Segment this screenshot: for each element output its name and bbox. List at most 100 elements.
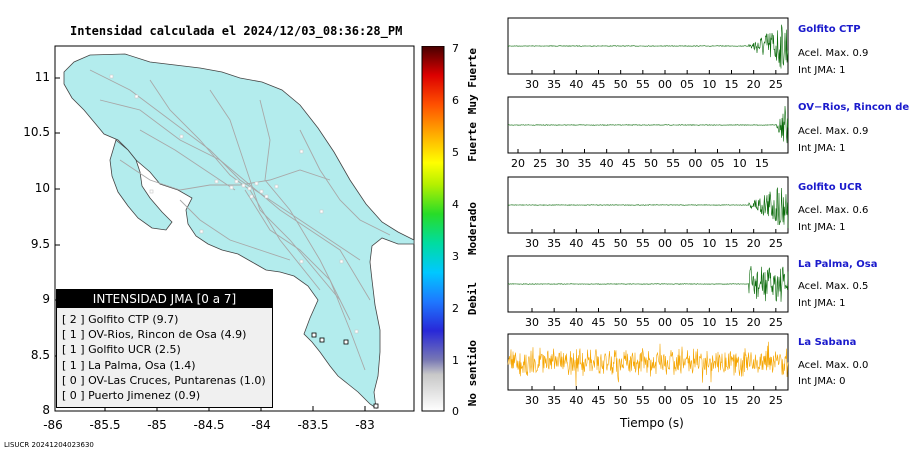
- time-tick-label: 30: [525, 237, 539, 250]
- time-tick-label: 15: [754, 157, 769, 170]
- legend-title: INTENSIDAD JMA [0 a 7]: [57, 290, 272, 308]
- time-tick-label: 05: [710, 157, 725, 170]
- waveform-panels: [507, 17, 789, 391]
- legend-item: [ 1 ] La Palma, Osa (1.4): [62, 358, 196, 372]
- time-tick-label: 25: [533, 157, 548, 170]
- time-tick-label: 40: [599, 157, 614, 170]
- colorbar-category: Muy Fuerte: [466, 48, 479, 115]
- map-tick-y: 9.5: [30, 237, 50, 251]
- intensity-colorbar: [421, 46, 445, 412]
- time-tick-label: 45: [591, 237, 606, 250]
- time-tick-label: 00: [658, 78, 672, 91]
- station-name: Golfito UCR: [798, 182, 863, 193]
- colorbar-tick: 1: [452, 354, 459, 367]
- nicoya-peninsula: [109, 139, 173, 231]
- time-tick-label: 50: [644, 157, 658, 170]
- time-tick-label: 25: [768, 394, 783, 407]
- colorbar-tick: 7: [452, 42, 459, 55]
- map-tick-y: 9: [42, 292, 50, 306]
- colorbar-category: Moderado: [466, 202, 479, 255]
- time-tick-label: 45: [591, 316, 606, 329]
- time-tick-label: 10: [702, 78, 717, 91]
- legend-item: [ 1 ] Golfito UCR (2.5): [62, 343, 181, 357]
- time-tick-label: 45: [621, 157, 636, 170]
- time-tick-label: 35: [547, 394, 562, 407]
- map-tick-x: -85.5: [89, 418, 121, 432]
- time-tick-label: 40: [569, 78, 584, 91]
- map-tick-x: -84: [251, 418, 271, 432]
- station-acel: Acel. Max. 0.9: [798, 126, 869, 137]
- map-tick-y: 10.5: [23, 125, 50, 139]
- time-tick-label: 10: [702, 237, 717, 250]
- time-tick-label: 25: [768, 78, 783, 91]
- station-int: Int JMA: 1: [798, 65, 846, 76]
- time-tick-label: 35: [577, 157, 592, 170]
- time-tick-label: 00: [688, 157, 703, 170]
- station-acel: Acel. Max. 0.6: [798, 205, 869, 216]
- time-tick-label: 55: [635, 78, 650, 91]
- page-title: Intensidad calculada el 2024/12/03_08:36…: [70, 24, 403, 38]
- time-tick-label: 40: [569, 394, 584, 407]
- time-tick-label: 35: [547, 78, 562, 91]
- time-tick-label: 50: [613, 237, 628, 250]
- colorbar-category: No sentido: [466, 340, 479, 407]
- time-tick-label: 00: [658, 316, 672, 329]
- road-network: [89, 69, 391, 371]
- station-markers: [311, 332, 379, 409]
- time-tick-label: 55: [635, 237, 650, 250]
- waveform-trace: [507, 266, 789, 302]
- time-tick-label: 45: [591, 394, 606, 407]
- station-int: Int JMA: 1: [798, 298, 846, 309]
- map-tick-x: -83.5: [297, 418, 329, 432]
- station-name: La Sabana: [798, 337, 857, 348]
- colorbar-tick: 2: [452, 302, 459, 315]
- footer-id: LISUCR 20241204023630: [4, 441, 94, 449]
- time-tick-label: 05: [680, 394, 695, 407]
- time-tick-label: 15: [724, 78, 739, 91]
- time-tick-label: 00: [658, 394, 672, 407]
- map-tick-x: -83: [355, 418, 375, 432]
- time-tick-label: 05: [680, 78, 695, 91]
- time-tick-label: 20: [746, 316, 761, 329]
- map-tick-y: 8: [42, 403, 50, 417]
- costa-rica-land: [63, 53, 415, 409]
- legend-item: [ 0 ] Puerto Jimenez (0.9): [62, 388, 201, 402]
- town-markers: [109, 74, 359, 334]
- time-tick-label: 20: [746, 78, 761, 91]
- colorbar-tick: 0: [452, 405, 459, 418]
- colorbar-tick: 5: [452, 146, 459, 159]
- time-tick-label: 35: [547, 237, 562, 250]
- time-tick-label: 05: [680, 237, 695, 250]
- station-name: OV−Rios, Rincon de Osa: [798, 102, 910, 113]
- map-tick-x: -84.5: [193, 418, 225, 432]
- station-int: Int JMA: 1: [798, 143, 846, 154]
- map-tick-y: 8.5: [30, 348, 50, 362]
- time-tick-label: 25: [768, 316, 783, 329]
- waveform-trace: [507, 341, 789, 387]
- time-tick-label: 40: [569, 316, 584, 329]
- time-tick-label: 50: [613, 78, 628, 91]
- time-tick-label: 25: [768, 237, 783, 250]
- station-name: Golfito CTP: [798, 24, 861, 35]
- legend-item: [ 1 ] OV-Rios, Rincon de Osa (4.9): [62, 328, 247, 342]
- legend-item: [ 0 ] OV-Las Cruces, Puntarenas (1.0): [62, 373, 266, 387]
- legend-item: [ 2 ] Golfito CTP (9.7): [62, 313, 179, 326]
- time-tick-label: 50: [613, 394, 628, 407]
- colorbar-category: Fuerte: [466, 122, 479, 162]
- station-int: Int JMA: 1: [798, 222, 846, 233]
- time-tick-label: 45: [591, 78, 606, 91]
- time-tick-label: 20: [746, 237, 761, 250]
- time-tick-label: 15: [724, 237, 739, 250]
- time-tick-label: 00: [658, 237, 672, 250]
- time-tick-label: 55: [635, 394, 650, 407]
- map-tick-x: -85: [147, 418, 167, 432]
- waveform-trace: [507, 187, 789, 229]
- time-tick-label: 30: [525, 394, 539, 407]
- time-tick-label: 30: [525, 316, 539, 329]
- time-tick-label: 10: [702, 394, 717, 407]
- time-tick-label: 10: [732, 157, 747, 170]
- station-acel: Acel. Max. 0.9: [798, 48, 869, 59]
- time-tick-label: 05: [680, 316, 695, 329]
- time-tick-label: 15: [724, 394, 739, 407]
- time-tick-label: 10: [702, 316, 717, 329]
